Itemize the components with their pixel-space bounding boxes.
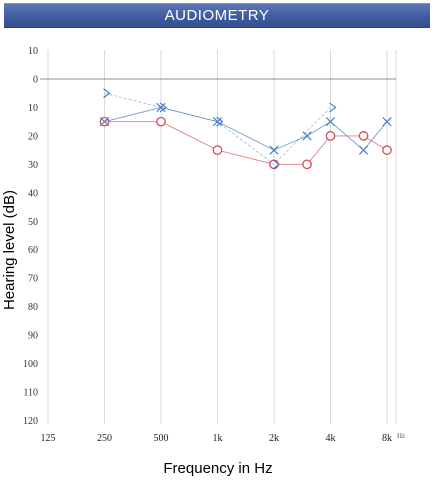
y-tick-label: 30 — [28, 160, 38, 171]
x-tick-label: 250 — [97, 433, 112, 444]
y-tick-label: 120 — [23, 416, 38, 427]
cross-stroke — [358, 145, 369, 155]
data-point-cross — [269, 145, 279, 155]
cross-stroke — [382, 117, 392, 127]
x-axis-label: Frequency in Hz — [163, 460, 272, 477]
x-tick-label: 1k — [213, 433, 223, 444]
data-point-circle — [358, 131, 369, 141]
y-tick-label: 60 — [28, 245, 38, 256]
title-bar: AUDIOMETRY — [4, 3, 430, 28]
y-tick-label: 0 — [33, 75, 38, 86]
cross-stroke — [269, 145, 279, 155]
data-point-cross — [156, 102, 166, 113]
y-tick-label: 40 — [28, 188, 38, 199]
data-point-cross — [382, 117, 392, 127]
chart-title: AUDIOMETRY — [164, 7, 270, 24]
x-tick-label: 4k — [326, 433, 336, 444]
x-tick-label: 8k — [382, 433, 392, 444]
data-point-cross — [302, 131, 312, 141]
x-unit-label: Hz — [397, 432, 405, 440]
y-tick-label: 20 — [28, 131, 38, 142]
data-point-cross — [325, 117, 336, 127]
y-tick-label: 70 — [28, 274, 38, 285]
data-point-circle — [325, 131, 336, 141]
data-point-circle — [156, 116, 166, 127]
data-point-bracket — [159, 102, 167, 113]
data-point-bracket — [329, 102, 337, 113]
y-tick-label: 90 — [28, 331, 38, 342]
y-tick-label: 80 — [28, 302, 38, 313]
y-tick-label: 10 — [28, 103, 38, 114]
data-point-cross — [99, 117, 110, 127]
x-tick-label: 2k — [269, 433, 279, 444]
x-tick-label: 500 — [154, 433, 169, 444]
x-tick-label: 125 — [41, 433, 56, 444]
data-point-circle — [382, 145, 392, 155]
y-tick-label: 50 — [28, 217, 38, 228]
series-line-right-air — [104, 121, 388, 165]
series-layer — [99, 88, 392, 170]
data-point-circle — [302, 159, 312, 170]
cross-stroke — [325, 117, 336, 127]
y-tick-label: 100 — [23, 359, 38, 370]
y-tick-label: 10 — [28, 46, 38, 57]
cross-stroke — [156, 102, 166, 113]
cross-stroke — [99, 117, 110, 127]
series-line-left-air — [104, 106, 388, 151]
grid — [40, 50, 397, 424]
data-point-bracket — [272, 159, 280, 170]
data-point-cross — [358, 145, 369, 155]
cross-stroke — [302, 131, 312, 141]
series-line-left-bone — [104, 92, 331, 165]
data-point-bracket — [103, 88, 111, 99]
data-point-circle — [212, 145, 223, 155]
y-axis-label: Hearing level (dB) — [1, 190, 18, 310]
data-point-bracket — [216, 116, 224, 127]
y-tick-label: 110 — [23, 387, 38, 398]
